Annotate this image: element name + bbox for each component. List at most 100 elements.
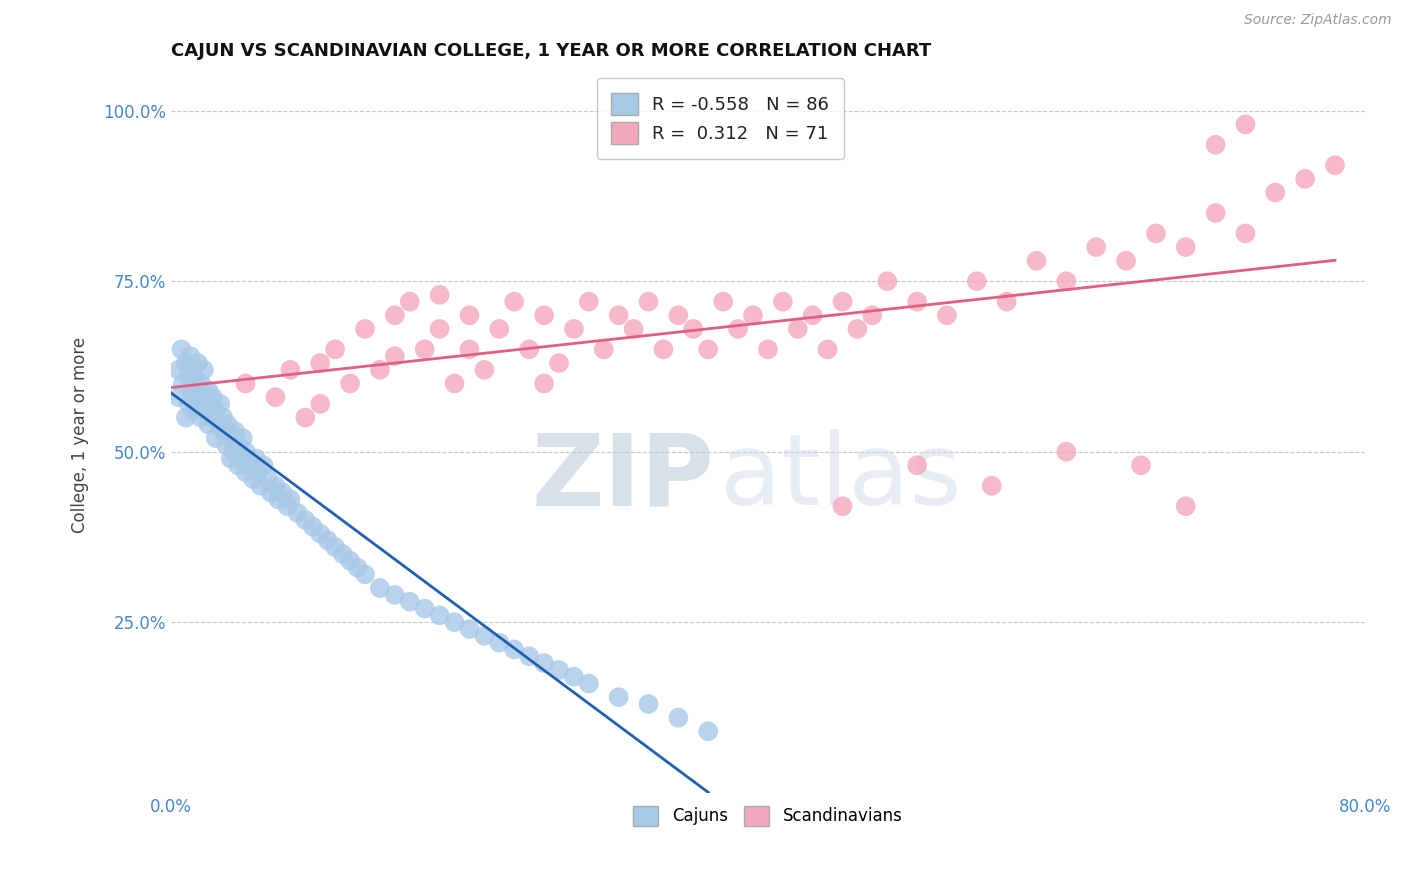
Point	[186, 376, 208, 391]
Point	[1264, 186, 1286, 200]
Point	[817, 343, 839, 357]
Point	[1054, 444, 1077, 458]
Point	[232, 431, 254, 445]
Text: Source: ZipAtlas.com: Source: ZipAtlas.com	[1244, 13, 1392, 28]
Point	[212, 410, 235, 425]
Point	[458, 622, 481, 636]
Point	[637, 294, 659, 309]
Point	[309, 526, 332, 541]
Point	[167, 363, 190, 377]
Point	[197, 384, 219, 398]
Point	[238, 458, 260, 473]
Text: atlas: atlas	[720, 429, 962, 526]
Point	[167, 390, 190, 404]
Point	[264, 479, 287, 493]
Point	[474, 629, 496, 643]
Point	[260, 485, 283, 500]
Point	[652, 343, 675, 357]
Point	[204, 403, 226, 417]
Point	[562, 670, 585, 684]
Point	[264, 390, 287, 404]
Point	[666, 711, 689, 725]
Point	[831, 294, 853, 309]
Point	[517, 343, 540, 357]
Point	[727, 322, 749, 336]
Point	[846, 322, 869, 336]
Point	[323, 540, 346, 554]
Point	[458, 308, 481, 322]
Point	[772, 294, 794, 309]
Point	[443, 615, 465, 629]
Point	[488, 322, 510, 336]
Point	[786, 322, 808, 336]
Point	[257, 472, 280, 486]
Point	[294, 513, 316, 527]
Point	[607, 690, 630, 705]
Point	[208, 417, 231, 432]
Point	[184, 390, 207, 404]
Point	[1174, 240, 1197, 254]
Point	[533, 308, 555, 322]
Point	[339, 554, 361, 568]
Point	[354, 567, 377, 582]
Text: ZIP: ZIP	[531, 429, 714, 526]
Point	[190, 390, 212, 404]
Point	[252, 458, 274, 473]
Point	[905, 458, 928, 473]
Point	[193, 363, 215, 377]
Point	[905, 294, 928, 309]
Point	[301, 519, 323, 533]
Point	[548, 663, 571, 677]
Point	[197, 417, 219, 432]
Point	[323, 343, 346, 357]
Point	[474, 363, 496, 377]
Point	[429, 288, 451, 302]
Point	[332, 547, 354, 561]
Point	[219, 451, 242, 466]
Point	[212, 424, 235, 438]
Point	[503, 642, 526, 657]
Point	[384, 588, 406, 602]
Point	[201, 390, 224, 404]
Point	[548, 356, 571, 370]
Point	[682, 322, 704, 336]
Point	[190, 376, 212, 391]
Point	[578, 294, 600, 309]
Point	[271, 485, 294, 500]
Point	[1323, 158, 1346, 172]
Point	[562, 322, 585, 336]
Point	[413, 601, 436, 615]
Point	[980, 479, 1002, 493]
Point	[666, 308, 689, 322]
Point	[226, 458, 249, 473]
Point	[180, 384, 202, 398]
Point	[309, 356, 332, 370]
Point	[242, 472, 264, 486]
Point	[235, 465, 257, 479]
Point	[398, 595, 420, 609]
Point	[1054, 274, 1077, 288]
Point	[384, 349, 406, 363]
Point	[458, 343, 481, 357]
Legend: Cajuns, Scandinavians: Cajuns, Scandinavians	[624, 797, 911, 834]
Point	[190, 410, 212, 425]
Point	[711, 294, 734, 309]
Point	[637, 697, 659, 711]
Point	[756, 343, 779, 357]
Point	[697, 724, 720, 739]
Point	[488, 635, 510, 649]
Point	[316, 533, 339, 548]
Point	[276, 500, 298, 514]
Point	[1174, 500, 1197, 514]
Point	[245, 451, 267, 466]
Point	[177, 397, 200, 411]
Point	[503, 294, 526, 309]
Point	[267, 492, 290, 507]
Point	[209, 397, 232, 411]
Y-axis label: College, 1 year or more: College, 1 year or more	[72, 336, 89, 533]
Point	[229, 451, 252, 466]
Point	[1085, 240, 1108, 254]
Point	[249, 479, 271, 493]
Point	[368, 363, 391, 377]
Point	[204, 431, 226, 445]
